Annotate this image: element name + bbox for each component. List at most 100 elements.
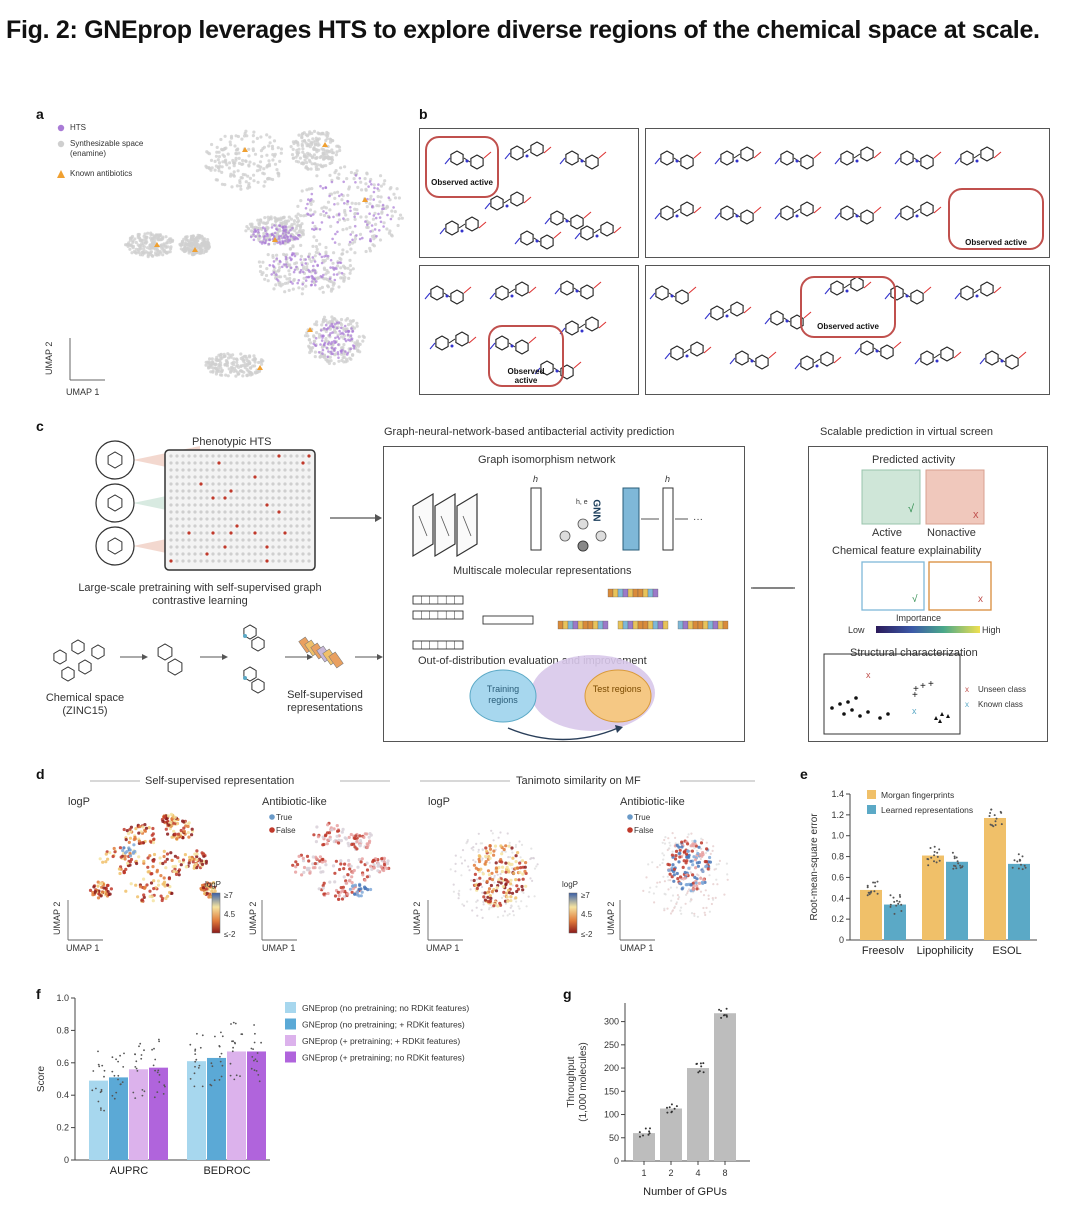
group-tanimoto: Tanimoto similarity on MF bbox=[516, 775, 641, 787]
score-sample-point bbox=[230, 1023, 232, 1025]
umap-point bbox=[339, 862, 343, 866]
synth-point bbox=[283, 219, 288, 223]
umap-point bbox=[703, 911, 706, 914]
umap-point bbox=[477, 850, 480, 853]
rmse-sample-point bbox=[868, 893, 871, 896]
umap-point bbox=[507, 844, 511, 848]
nitrogen-atom bbox=[525, 154, 529, 158]
umap-point bbox=[469, 888, 472, 891]
score-sample-point bbox=[253, 1024, 256, 1026]
synth-point bbox=[181, 243, 185, 247]
hts-point bbox=[259, 240, 262, 244]
synth-point bbox=[333, 171, 337, 175]
rmse-sample-point bbox=[938, 848, 941, 851]
umap-point bbox=[709, 852, 712, 855]
hts-point bbox=[292, 270, 296, 274]
synth-point bbox=[337, 218, 342, 222]
umap-point bbox=[477, 854, 481, 858]
umap-point bbox=[296, 862, 300, 867]
synth-point bbox=[328, 208, 332, 212]
hts-point bbox=[321, 348, 325, 352]
synth-point bbox=[372, 244, 376, 248]
synth-point bbox=[178, 242, 182, 246]
throughput-sample-point bbox=[697, 1071, 700, 1074]
umap-point bbox=[322, 881, 326, 885]
synth-point bbox=[339, 166, 343, 170]
synth-point bbox=[287, 225, 292, 229]
umap-point bbox=[454, 870, 457, 873]
umap-point bbox=[137, 839, 141, 843]
throughput-sample-point bbox=[722, 1014, 725, 1017]
score-category-label: BEDROC bbox=[203, 1165, 250, 1177]
umap-point bbox=[678, 875, 683, 879]
hts-point bbox=[336, 230, 339, 234]
plate-well bbox=[193, 454, 197, 458]
plate-well bbox=[229, 454, 233, 458]
score-legend-label: GNEprop (+ pretraining; + RDKit features… bbox=[302, 1036, 460, 1046]
plate-well bbox=[259, 524, 263, 528]
umap-point bbox=[533, 867, 537, 870]
synth-point bbox=[223, 134, 227, 138]
hts-point bbox=[311, 269, 315, 272]
hts-point bbox=[309, 214, 313, 218]
umap-point bbox=[692, 855, 696, 859]
synth-point bbox=[283, 274, 287, 278]
synth-point bbox=[305, 265, 309, 269]
synth-point bbox=[346, 323, 351, 327]
hts-point bbox=[291, 235, 295, 239]
synth-point bbox=[257, 221, 261, 225]
score-y-tick-label: 0.8 bbox=[56, 1025, 69, 1035]
hts-point bbox=[289, 266, 293, 270]
carbonyl-bond bbox=[813, 151, 822, 159]
synth-point bbox=[273, 242, 277, 246]
umap-point bbox=[122, 846, 126, 850]
hit-well bbox=[277, 510, 281, 514]
synth-point bbox=[353, 211, 358, 216]
plate-well bbox=[169, 552, 173, 556]
structural-plot bbox=[823, 653, 961, 735]
umap-point bbox=[301, 856, 305, 860]
hit-well bbox=[277, 454, 281, 458]
amine-bond bbox=[854, 347, 861, 355]
benzene-ring bbox=[840, 205, 854, 221]
synth-point bbox=[385, 205, 390, 209]
plate-well bbox=[235, 559, 239, 563]
plate-well bbox=[307, 489, 311, 493]
synth-point bbox=[272, 287, 276, 291]
umap-point bbox=[653, 901, 656, 904]
hts-point bbox=[340, 351, 343, 354]
legend-hts: HTS bbox=[70, 123, 86, 132]
scalable-title: Scalable prediction in virtual screen bbox=[820, 426, 994, 438]
umap-point bbox=[488, 851, 493, 855]
synth-point bbox=[291, 244, 295, 248]
umap-point bbox=[482, 879, 485, 882]
synth-point bbox=[285, 253, 289, 257]
throughput-sample-point bbox=[649, 1127, 651, 1130]
synth-point bbox=[378, 200, 382, 204]
hts-point bbox=[322, 210, 325, 213]
plate-well bbox=[253, 482, 257, 486]
plate-well bbox=[223, 559, 227, 563]
carbonyl-bond bbox=[528, 336, 537, 344]
hts-point bbox=[344, 350, 347, 353]
umap-point bbox=[144, 826, 149, 830]
umap-point bbox=[490, 890, 494, 894]
umap-point bbox=[463, 859, 467, 862]
synth-point bbox=[232, 170, 236, 174]
umap-point bbox=[165, 852, 170, 856]
plate-well bbox=[205, 559, 209, 563]
umap-point bbox=[336, 890, 340, 894]
benzene-ring bbox=[940, 346, 954, 362]
plate-well bbox=[283, 524, 287, 528]
umap-point bbox=[481, 885, 484, 889]
umap-point bbox=[689, 844, 693, 848]
true-legend-dot bbox=[269, 814, 275, 820]
plate-well bbox=[199, 468, 203, 472]
hts-point bbox=[268, 264, 272, 267]
synth-point bbox=[301, 161, 305, 165]
plate-well bbox=[307, 482, 311, 486]
known-legend-triangle bbox=[57, 170, 65, 178]
synth-point bbox=[242, 370, 246, 374]
plate-well bbox=[265, 531, 269, 535]
umap-point bbox=[509, 895, 513, 899]
